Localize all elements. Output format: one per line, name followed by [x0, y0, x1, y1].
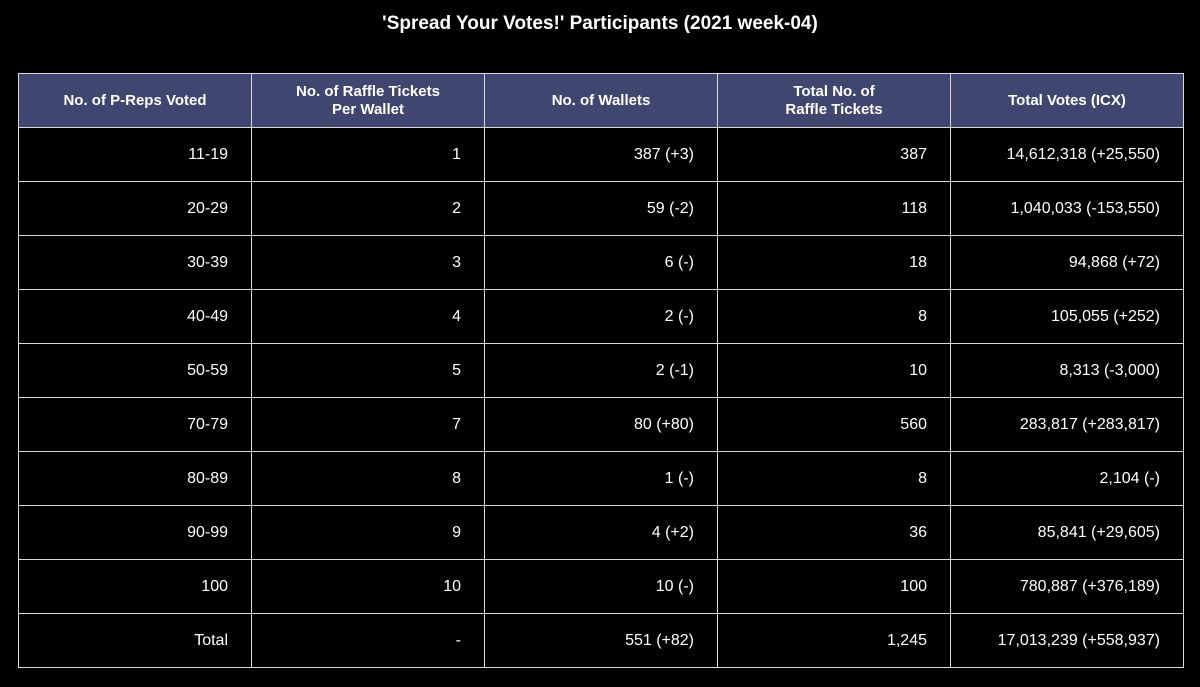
cell-preps-voted: 50-59 [18, 343, 252, 398]
header-wallets: No. of Wallets [484, 73, 718, 128]
cell-tickets-per-wallet: - [251, 613, 485, 668]
cell-tickets-per-wallet: 5 [251, 343, 485, 398]
cell-wallets: 59 (-2) [484, 181, 718, 236]
table-row: 40-49 4 2 (-) 8 105,055 (+252) [18, 289, 1184, 344]
cell-preps-voted: 30-39 [18, 235, 252, 290]
cell-total-tickets: 1,245 [717, 613, 951, 668]
cell-wallets: 1 (-) [484, 451, 718, 506]
cell-preps-voted: 20-29 [18, 181, 252, 236]
cell-wallets: 551 (+82) [484, 613, 718, 668]
chart-title: 'Spread Your Votes!' Participants (2021 … [382, 13, 818, 34]
cell-preps-voted: Total [18, 613, 252, 668]
cell-total-votes: 14,612,318 (+25,550) [950, 127, 1184, 182]
cell-wallets: 387 (+3) [484, 127, 718, 182]
cell-total-votes: 780,887 (+376,189) [950, 559, 1184, 614]
table-body: 11-19 1 387 (+3) 387 14,612,318 (+25,550) 20-… [18, 127, 1184, 668]
cell-wallets: 6 (-) [484, 235, 718, 290]
table-row: 90-99 9 4 (+2) 36 85,841 (+29,605) [18, 505, 1184, 560]
cell-total-votes: 105,055 (+252) [950, 289, 1184, 344]
table-row: 80-89 8 1 (-) 8 2,104 (-) [18, 451, 1184, 506]
header-row: No. of P-Reps Voted No. of Raffle Ticket… [18, 73, 1184, 128]
cell-tickets-per-wallet: 3 [251, 235, 485, 290]
cell-total-tickets: 36 [717, 505, 951, 560]
cell-wallets: 2 (-1) [484, 343, 718, 398]
cell-wallets: 80 (+80) [484, 397, 718, 452]
cell-wallets: 10 (-) [484, 559, 718, 614]
cell-tickets-per-wallet: 8 [251, 451, 485, 506]
cell-total-tickets: 10 [717, 343, 951, 398]
cell-preps-voted: 11-19 [18, 127, 252, 182]
cell-preps-voted: 90-99 [18, 505, 252, 560]
cell-total-tickets: 8 [717, 451, 951, 506]
cell-tickets-per-wallet: 2 [251, 181, 485, 236]
cell-preps-voted: 70-79 [18, 397, 252, 452]
table-row: 100 10 10 (-) 100 780,887 (+376,189) [18, 559, 1184, 614]
cell-total-tickets: 100 [717, 559, 951, 614]
cell-total-votes: 1,040,033 (-153,550) [950, 181, 1184, 236]
table-row: 70-79 7 80 (+80) 560 283,817 (+283,817) [18, 397, 1184, 452]
cell-preps-voted: 100 [18, 559, 252, 614]
cell-preps-voted: 40-49 [18, 289, 252, 344]
cell-wallets: 4 (+2) [484, 505, 718, 560]
cell-total-votes: 17,013,239 (+558,937) [950, 613, 1184, 668]
header-total-tickets: Total No. of Raffle Tickets [717, 73, 951, 128]
cell-total-tickets: 18 [717, 235, 951, 290]
cell-preps-voted: 80-89 [18, 451, 252, 506]
header-total-votes: Total Votes (ICX) [950, 73, 1184, 128]
header-tickets-per-wallet: No. of Raffle Tickets Per Wallet [251, 73, 485, 128]
cell-total-votes: 85,841 (+29,605) [950, 505, 1184, 560]
table-row: 20-29 2 59 (-2) 118 1,040,033 (-153,550) [18, 181, 1184, 236]
cell-total-tickets: 560 [717, 397, 951, 452]
cell-total-votes: 94,868 (+72) [950, 235, 1184, 290]
cell-tickets-per-wallet: 1 [251, 127, 485, 182]
total-row: Total -551 (+82) 1,245 17,013,239 (+558,937… [18, 613, 1184, 668]
cell-total-tickets: 118 [717, 181, 951, 236]
table-row: 50-59 5 2 (-1) 10 8,313 (-3,000) [18, 343, 1184, 398]
table-row: 30-39 3 6 (-) 18 94,868 (+72) [18, 235, 1184, 290]
cell-total-tickets: 8 [717, 289, 951, 344]
header-preps-voted: No. of P-Reps Voted [18, 73, 252, 128]
cell-wallets: 2 (-) [484, 289, 718, 344]
cell-total-votes: 2,104 (-) [950, 451, 1184, 506]
table-row: 11-19 1 387 (+3) 387 14,612,318 (+25,550) [18, 127, 1184, 182]
cell-tickets-per-wallet: 9 [251, 505, 485, 560]
cell-total-votes: 8,313 (-3,000) [950, 343, 1184, 398]
cell-tickets-per-wallet: 4 [251, 289, 485, 344]
cell-total-tickets: 387 [717, 127, 951, 182]
cell-tickets-per-wallet: 7 [251, 397, 485, 452]
participants-table: No. of P-Reps Voted No. of Raffle Ticket… [18, 73, 1184, 668]
cell-tickets-per-wallet: 10 [251, 559, 485, 614]
cell-total-votes: 283,817 (+283,817) [950, 397, 1184, 452]
